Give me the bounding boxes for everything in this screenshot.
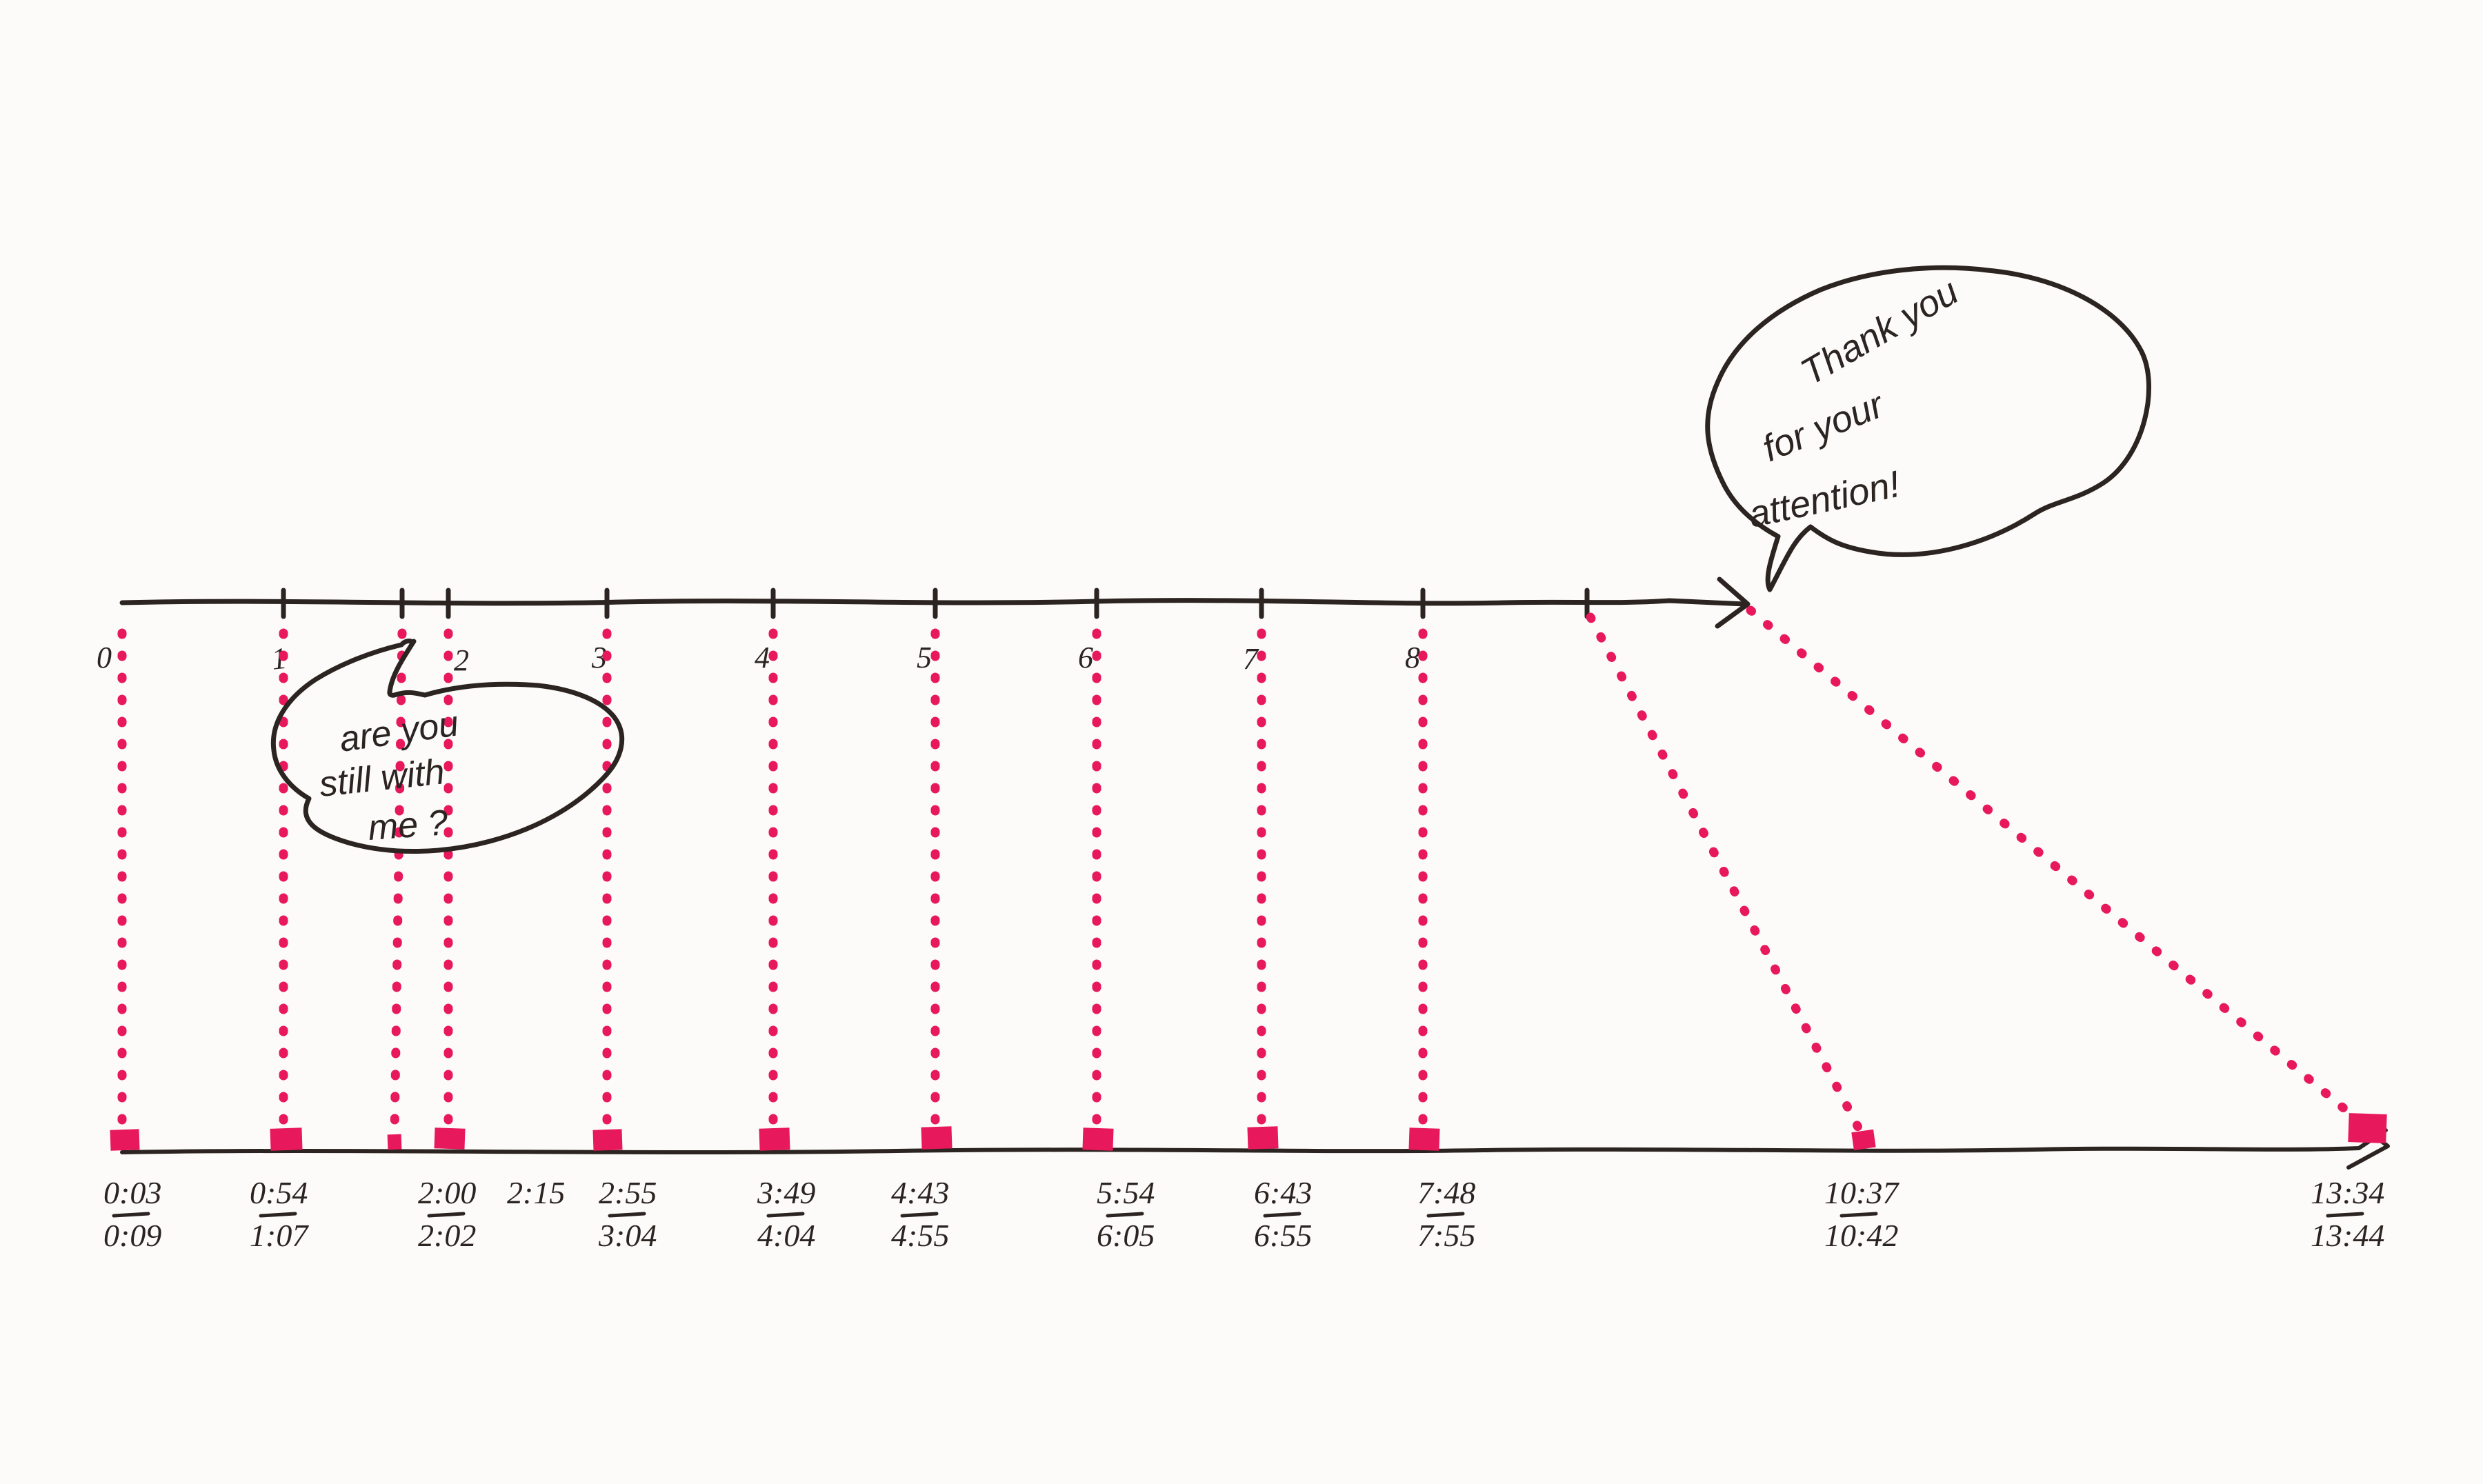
svg-text:5: 5 bbox=[917, 641, 932, 674]
svg-text:7:48: 7:48 bbox=[1417, 1175, 1475, 1210]
svg-text:me ?: me ? bbox=[367, 803, 449, 848]
svg-text:13:44: 13:44 bbox=[2311, 1218, 2384, 1253]
svg-text:10:37: 10:37 bbox=[1824, 1175, 1899, 1210]
svg-text:0:54: 0:54 bbox=[250, 1175, 308, 1210]
svg-text:4:55: 4:55 bbox=[891, 1218, 949, 1253]
svg-text:4:04: 4:04 bbox=[757, 1218, 815, 1253]
svg-text:4:43: 4:43 bbox=[891, 1175, 949, 1210]
svg-text:0:03: 0:03 bbox=[103, 1175, 161, 1210]
svg-text:2: 2 bbox=[454, 643, 469, 677]
svg-text:2:55: 2:55 bbox=[599, 1175, 657, 1210]
svg-text:7:55: 7:55 bbox=[1417, 1218, 1475, 1253]
svg-text:6:43: 6:43 bbox=[1254, 1175, 1312, 1210]
svg-text:5:54: 5:54 bbox=[1097, 1175, 1155, 1210]
svg-text:2:15: 2:15 bbox=[507, 1175, 565, 1210]
svg-text:4: 4 bbox=[755, 641, 770, 674]
svg-text:1:07: 1:07 bbox=[250, 1218, 309, 1253]
svg-text:0:09: 0:09 bbox=[103, 1218, 161, 1253]
svg-text:6:55: 6:55 bbox=[1254, 1218, 1312, 1253]
svg-text:6:05: 6:05 bbox=[1097, 1218, 1155, 1253]
svg-text:7: 7 bbox=[1243, 642, 1259, 676]
svg-text:2:00: 2:00 bbox=[418, 1175, 476, 1210]
svg-text:6: 6 bbox=[1078, 641, 1093, 674]
svg-text:2:02: 2:02 bbox=[418, 1218, 476, 1253]
svg-text:8: 8 bbox=[1405, 641, 1420, 674]
svg-text:13:34: 13:34 bbox=[2311, 1175, 2384, 1210]
svg-text:0: 0 bbox=[97, 641, 112, 674]
svg-text:10:42: 10:42 bbox=[1824, 1218, 1898, 1253]
svg-text:3:04: 3:04 bbox=[598, 1218, 657, 1253]
svg-text:3:49: 3:49 bbox=[757, 1175, 815, 1210]
